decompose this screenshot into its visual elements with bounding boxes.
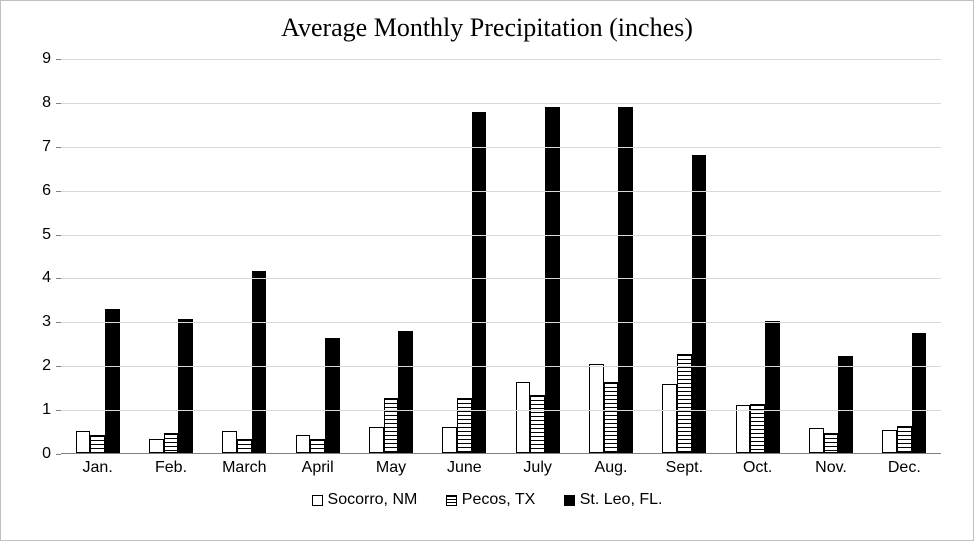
bar-stleo <box>105 309 120 453</box>
bar-socorro <box>222 431 237 453</box>
bar-pecos <box>237 439 252 453</box>
x-axis-label: Feb. <box>155 459 187 477</box>
y-tick-label: 2 <box>42 357 61 375</box>
legend-label-socorro: Socorro, NM <box>328 491 418 508</box>
gridline <box>61 191 941 192</box>
bar-stleo <box>618 107 633 453</box>
bar-pecos <box>164 433 179 453</box>
bar-stleo <box>545 107 560 453</box>
bar-stleo <box>838 356 853 453</box>
bar-stleo <box>692 155 707 453</box>
x-axis-label: June <box>447 459 482 477</box>
bar-stleo <box>472 112 487 453</box>
bar-pecos <box>310 439 325 453</box>
bar-socorro <box>736 405 751 453</box>
legend-item-socorro: Socorro, NM <box>312 491 418 509</box>
gridline <box>61 147 941 148</box>
y-tick-label: 8 <box>42 94 61 112</box>
bar-socorro <box>662 384 677 453</box>
x-axis-label: March <box>222 459 266 477</box>
gridline <box>61 322 941 323</box>
x-axis-label: Aug. <box>595 459 628 477</box>
y-tick-label: 1 <box>42 401 61 419</box>
bar-pecos <box>677 354 692 453</box>
x-axis-label: July <box>523 459 551 477</box>
y-tick-label: 9 <box>42 50 61 68</box>
bar-pecos <box>604 382 619 453</box>
y-tick-label: 6 <box>42 182 61 200</box>
bar-pecos <box>750 404 765 453</box>
bar-pecos <box>897 426 912 453</box>
bar-socorro <box>882 430 897 453</box>
gridline <box>61 410 941 411</box>
bar-socorro <box>809 428 824 453</box>
x-axis-line <box>61 453 941 454</box>
bar-socorro <box>369 427 384 453</box>
bar-stleo <box>398 331 413 453</box>
bar-pecos <box>90 435 105 453</box>
y-tick-label: 7 <box>42 138 61 156</box>
x-axis-label: Nov. <box>815 459 847 477</box>
gridline <box>61 366 941 367</box>
bar-socorro <box>149 439 164 453</box>
plot-area: 0123456789 <box>61 59 941 454</box>
bar-pecos <box>384 398 399 453</box>
x-axis-label: Sept. <box>666 459 703 477</box>
x-axis-label: May <box>376 459 406 477</box>
bar-stleo <box>252 271 267 453</box>
gridline <box>61 59 941 60</box>
legend-swatch-socorro <box>312 495 323 506</box>
bar-socorro <box>516 382 531 453</box>
bar-pecos <box>457 398 472 453</box>
bar-socorro <box>589 364 604 453</box>
legend-swatch-pecos <box>446 495 457 506</box>
bar-stleo <box>912 333 927 453</box>
x-axis-label: Jan. <box>83 459 113 477</box>
bar-stleo <box>325 338 340 453</box>
gridline <box>61 103 941 104</box>
gridline <box>61 278 941 279</box>
chart-frame: Average Monthly Precipitation (inches) 0… <box>0 0 974 541</box>
legend-label-pecos: Pecos, TX <box>462 491 536 508</box>
bar-socorro <box>442 427 457 453</box>
bar-socorro <box>296 435 311 453</box>
bar-stleo <box>765 321 780 453</box>
bar-pecos <box>530 395 545 453</box>
y-tick-label: 5 <box>42 226 61 244</box>
y-tick-label: 0 <box>42 445 61 463</box>
legend-label-stleo: St. Leo, FL. <box>580 491 663 508</box>
legend-swatch-stleo <box>564 495 575 506</box>
bars-layer <box>61 59 941 454</box>
bar-pecos <box>824 433 839 453</box>
x-axis-label: April <box>302 459 334 477</box>
bar-socorro <box>76 431 91 453</box>
chart-title: Average Monthly Precipitation (inches) <box>1 13 973 43</box>
x-axis-label: Oct. <box>743 459 772 477</box>
bar-stleo <box>178 319 193 453</box>
y-tick-label: 4 <box>42 269 61 287</box>
legend: Socorro, NM Pecos, TX St. Leo, FL. <box>1 491 973 509</box>
legend-item-stleo: St. Leo, FL. <box>564 491 663 509</box>
legend-item-pecos: Pecos, TX <box>446 491 536 509</box>
x-axis-label: Dec. <box>888 459 921 477</box>
y-tick-label: 3 <box>42 313 61 331</box>
x-axis-labels: Jan. Feb. March April May June July Aug. Sept. Oc… <box>61 459 941 483</box>
gridline <box>61 235 941 236</box>
